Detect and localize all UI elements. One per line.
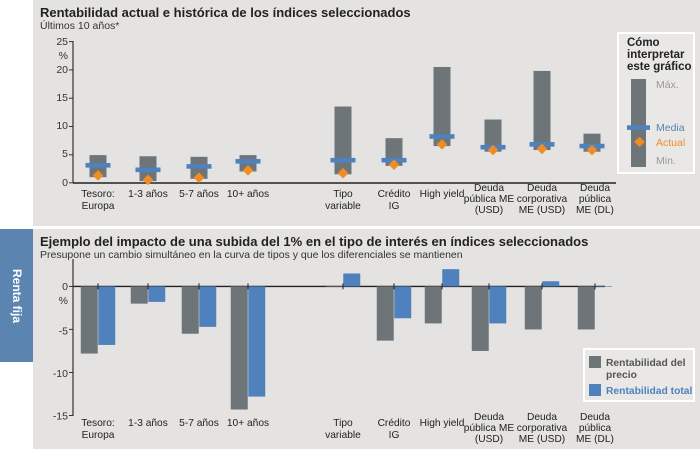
svg-text:Crédito: Crédito — [378, 418, 411, 429]
svg-text:25: 25 — [56, 36, 68, 48]
svg-text:High yield: High yield — [420, 189, 465, 200]
svg-text:1-3 años: 1-3 años — [128, 418, 168, 429]
svg-text:0: 0 — [62, 177, 68, 189]
svg-text:variable: variable — [325, 201, 361, 212]
svg-text:Crédito: Crédito — [378, 189, 411, 200]
svg-text:Rentabilidad del: Rentabilidad del — [606, 358, 686, 369]
svg-text:10+ años: 10+ años — [227, 418, 269, 429]
svg-text:variable: variable — [325, 430, 361, 441]
svg-text:5: 5 — [62, 148, 68, 160]
svg-text:ME (DL): ME (DL) — [576, 434, 614, 445]
svg-text:precio: precio — [606, 370, 637, 381]
svg-text:10+ años: 10+ años — [227, 189, 269, 200]
svg-text:ME (USD): ME (USD) — [519, 434, 565, 445]
svg-text:%: % — [59, 50, 68, 62]
svg-text:corporativa: corporativa — [517, 423, 568, 434]
svg-text:Deuda: Deuda — [580, 412, 610, 423]
svg-text:%: % — [59, 295, 68, 307]
svg-text:High yield: High yield — [420, 418, 465, 429]
svg-text:Máx.: Máx. — [656, 79, 679, 91]
svg-text:Deuda: Deuda — [474, 412, 504, 423]
svg-text:ME (USD): ME (USD) — [519, 205, 565, 216]
svg-text:Europa: Europa — [82, 201, 115, 212]
svg-text:20: 20 — [56, 64, 68, 76]
svg-text:pública ME: pública ME — [464, 423, 515, 434]
svg-text:(USD): (USD) — [475, 434, 503, 445]
svg-text:pública: pública — [579, 423, 612, 434]
svg-text:Deuda: Deuda — [474, 183, 504, 194]
svg-text:-15: -15 — [53, 411, 68, 423]
svg-text:10: 10 — [56, 120, 68, 132]
svg-text:IG: IG — [389, 430, 400, 441]
svg-text:Deuda: Deuda — [580, 183, 610, 194]
svg-text:15: 15 — [56, 92, 68, 104]
svg-text:Europa: Europa — [82, 430, 115, 441]
svg-text:(USD): (USD) — [475, 205, 503, 216]
svg-text:este gráfico: este gráfico — [627, 61, 692, 73]
svg-text:Deuda: Deuda — [527, 183, 557, 194]
svg-text:Cómo: Cómo — [627, 37, 660, 49]
svg-text:Deuda: Deuda — [527, 412, 557, 423]
svg-text:-5: -5 — [59, 326, 68, 338]
svg-text:ME (DL): ME (DL) — [576, 205, 614, 216]
svg-text:Media: Media — [656, 122, 685, 134]
svg-text:interpretar: interpretar — [627, 49, 685, 61]
svg-text:Tipo: Tipo — [333, 189, 353, 200]
svg-text:Rentabilidad total: Rentabilidad total — [606, 386, 693, 397]
svg-text:pública: pública — [579, 194, 612, 205]
svg-text:corporativa: corporativa — [517, 194, 568, 205]
svg-text:1-3 años: 1-3 años — [128, 189, 168, 200]
svg-text:Actual: Actual — [656, 137, 685, 149]
svg-text:Tesoro:: Tesoro: — [81, 418, 114, 429]
svg-text:5-7 años: 5-7 años — [179, 418, 219, 429]
svg-text:0: 0 — [62, 281, 68, 293]
svg-text:Tipo: Tipo — [333, 418, 353, 429]
svg-text:-10: -10 — [53, 368, 68, 380]
svg-text:pública ME: pública ME — [464, 194, 515, 205]
svg-text:IG: IG — [389, 201, 400, 212]
svg-text:Min.: Min. — [656, 155, 676, 167]
svg-text:5-7 años: 5-7 años — [179, 189, 219, 200]
svg-text:Tesoro:: Tesoro: — [81, 189, 114, 200]
